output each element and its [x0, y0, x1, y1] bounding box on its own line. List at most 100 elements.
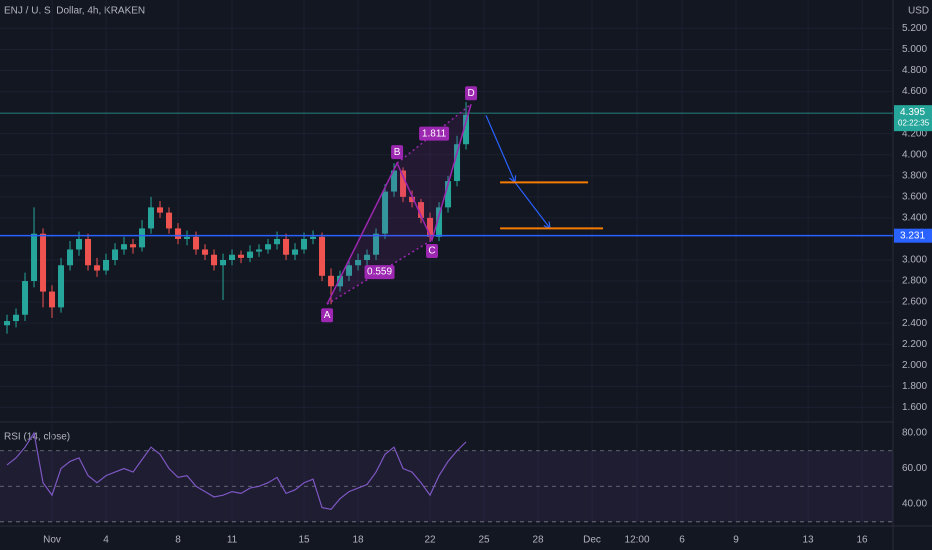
pattern-point-label: C	[428, 246, 435, 257]
candle-body	[112, 249, 119, 260]
x-tick-label: 15	[298, 535, 310, 546]
pattern-fill	[327, 163, 433, 305]
y-tick-label: 3.400	[902, 213, 927, 224]
candle-body	[373, 233, 380, 255]
y-tick-label: 4.600	[902, 86, 927, 97]
candle-body	[229, 254, 236, 260]
y-tick-label: 2.000	[902, 360, 927, 371]
pattern-dotted	[396, 103, 472, 164]
rsi-title: RSI (14, close)	[4, 432, 70, 443]
y-tick-label: 1.800	[902, 381, 927, 392]
y-tick-label: 3.800	[902, 170, 927, 181]
candle-body	[310, 236, 317, 239]
candle-body	[58, 265, 65, 308]
ratio-box	[364, 265, 395, 280]
candle-body	[409, 196, 416, 203]
rsi-tick-label: 80.00	[902, 428, 927, 439]
y-tick-label: 4.800	[902, 65, 927, 76]
y-tick-label: 2.200	[902, 339, 927, 350]
x-tick-label: 16	[856, 535, 868, 546]
pattern-point-label: B	[394, 147, 401, 158]
x-tick-label: 18	[352, 535, 364, 546]
candle-body	[445, 181, 452, 208]
candle-body	[301, 238, 308, 250]
rsi-line	[6, 431, 467, 511]
candle-body	[166, 212, 173, 229]
pattern-point-box	[465, 86, 478, 101]
y-tick-label: 2.600	[902, 297, 927, 308]
candle-body	[157, 207, 164, 213]
x-tick-label: 8	[175, 535, 181, 546]
x-tick-label: 28	[532, 535, 544, 546]
x-tick-label: 4	[103, 535, 109, 546]
rsi-tick-label: 40.00	[902, 499, 927, 510]
candle-body	[391, 170, 398, 192]
candle-body	[400, 170, 407, 197]
x-tick-label: 13	[802, 535, 814, 546]
x-tick-label: 6	[679, 535, 685, 546]
candle-body	[463, 114, 470, 145]
x-tick-label: 12:00	[625, 535, 650, 546]
y-tick-label: 5.200	[902, 23, 927, 34]
pattern-point-box	[321, 308, 334, 323]
candle-body	[319, 236, 326, 276]
y-tick-label: 2.400	[902, 318, 927, 329]
candle-body	[40, 233, 47, 292]
candle-body	[292, 249, 299, 255]
candle-body	[427, 217, 434, 237]
candle-body	[121, 244, 128, 250]
price-label: 3.231	[900, 230, 925, 241]
candle-body	[184, 236, 191, 239]
symbol-title: ENJ / U. S. Dollar, 4h, KRAKEN	[4, 6, 145, 17]
candle-body	[85, 238, 92, 266]
x-tick-label: 25	[478, 535, 490, 546]
candle-body	[337, 275, 344, 287]
currency: USD	[908, 6, 929, 17]
y-tick-label: 4.200	[902, 128, 927, 139]
x-tick-label: 11	[227, 535, 238, 546]
x-tick-label: 9	[733, 535, 739, 546]
candle-body	[22, 281, 29, 315]
pattern-line	[326, 104, 472, 305]
pattern-point-box	[391, 145, 404, 160]
candle-body	[454, 144, 461, 182]
candle-body	[274, 238, 281, 245]
candle-body	[220, 260, 227, 266]
candle-body	[364, 254, 371, 260]
ratio-label: 1.811	[422, 128, 447, 139]
candle-body	[130, 244, 137, 248]
candle-body	[76, 238, 83, 250]
x-tick-label: 22	[424, 535, 436, 546]
ratio-box	[419, 126, 450, 141]
candle-body	[202, 249, 209, 255]
y-tick-label: 4.000	[902, 149, 927, 160]
pattern-fill	[397, 104, 472, 240]
candle-body	[283, 238, 290, 255]
y-tick-label: 3.000	[902, 255, 927, 266]
candle-body	[355, 260, 362, 266]
candle-body	[346, 265, 353, 276]
y-tick-label: 5.000	[902, 44, 927, 55]
candle-body	[49, 291, 56, 308]
y-tick-label: 2.800	[902, 276, 927, 287]
last-price-box	[894, 105, 932, 132]
rsi-band	[0, 450, 893, 522]
x-tick-label: Dec	[583, 535, 601, 546]
x-tick-label: Nov	[43, 535, 61, 546]
candle-body	[94, 265, 101, 271]
candle-body	[418, 202, 425, 218]
pattern-point-box	[426, 244, 439, 258]
candle-body	[211, 254, 218, 266]
candle-body	[13, 314, 20, 322]
candle-body	[4, 321, 11, 326]
candle-body	[193, 236, 200, 250]
candle-body	[103, 260, 110, 271]
candle-body	[265, 244, 272, 250]
candle-body	[67, 249, 74, 266]
candle-body	[436, 207, 443, 237]
last-price-label: 4.395	[900, 107, 925, 118]
pattern-point-label: D	[467, 88, 474, 99]
candle-body	[328, 275, 335, 287]
candle-body	[31, 233, 38, 282]
candle-body	[148, 207, 155, 229]
